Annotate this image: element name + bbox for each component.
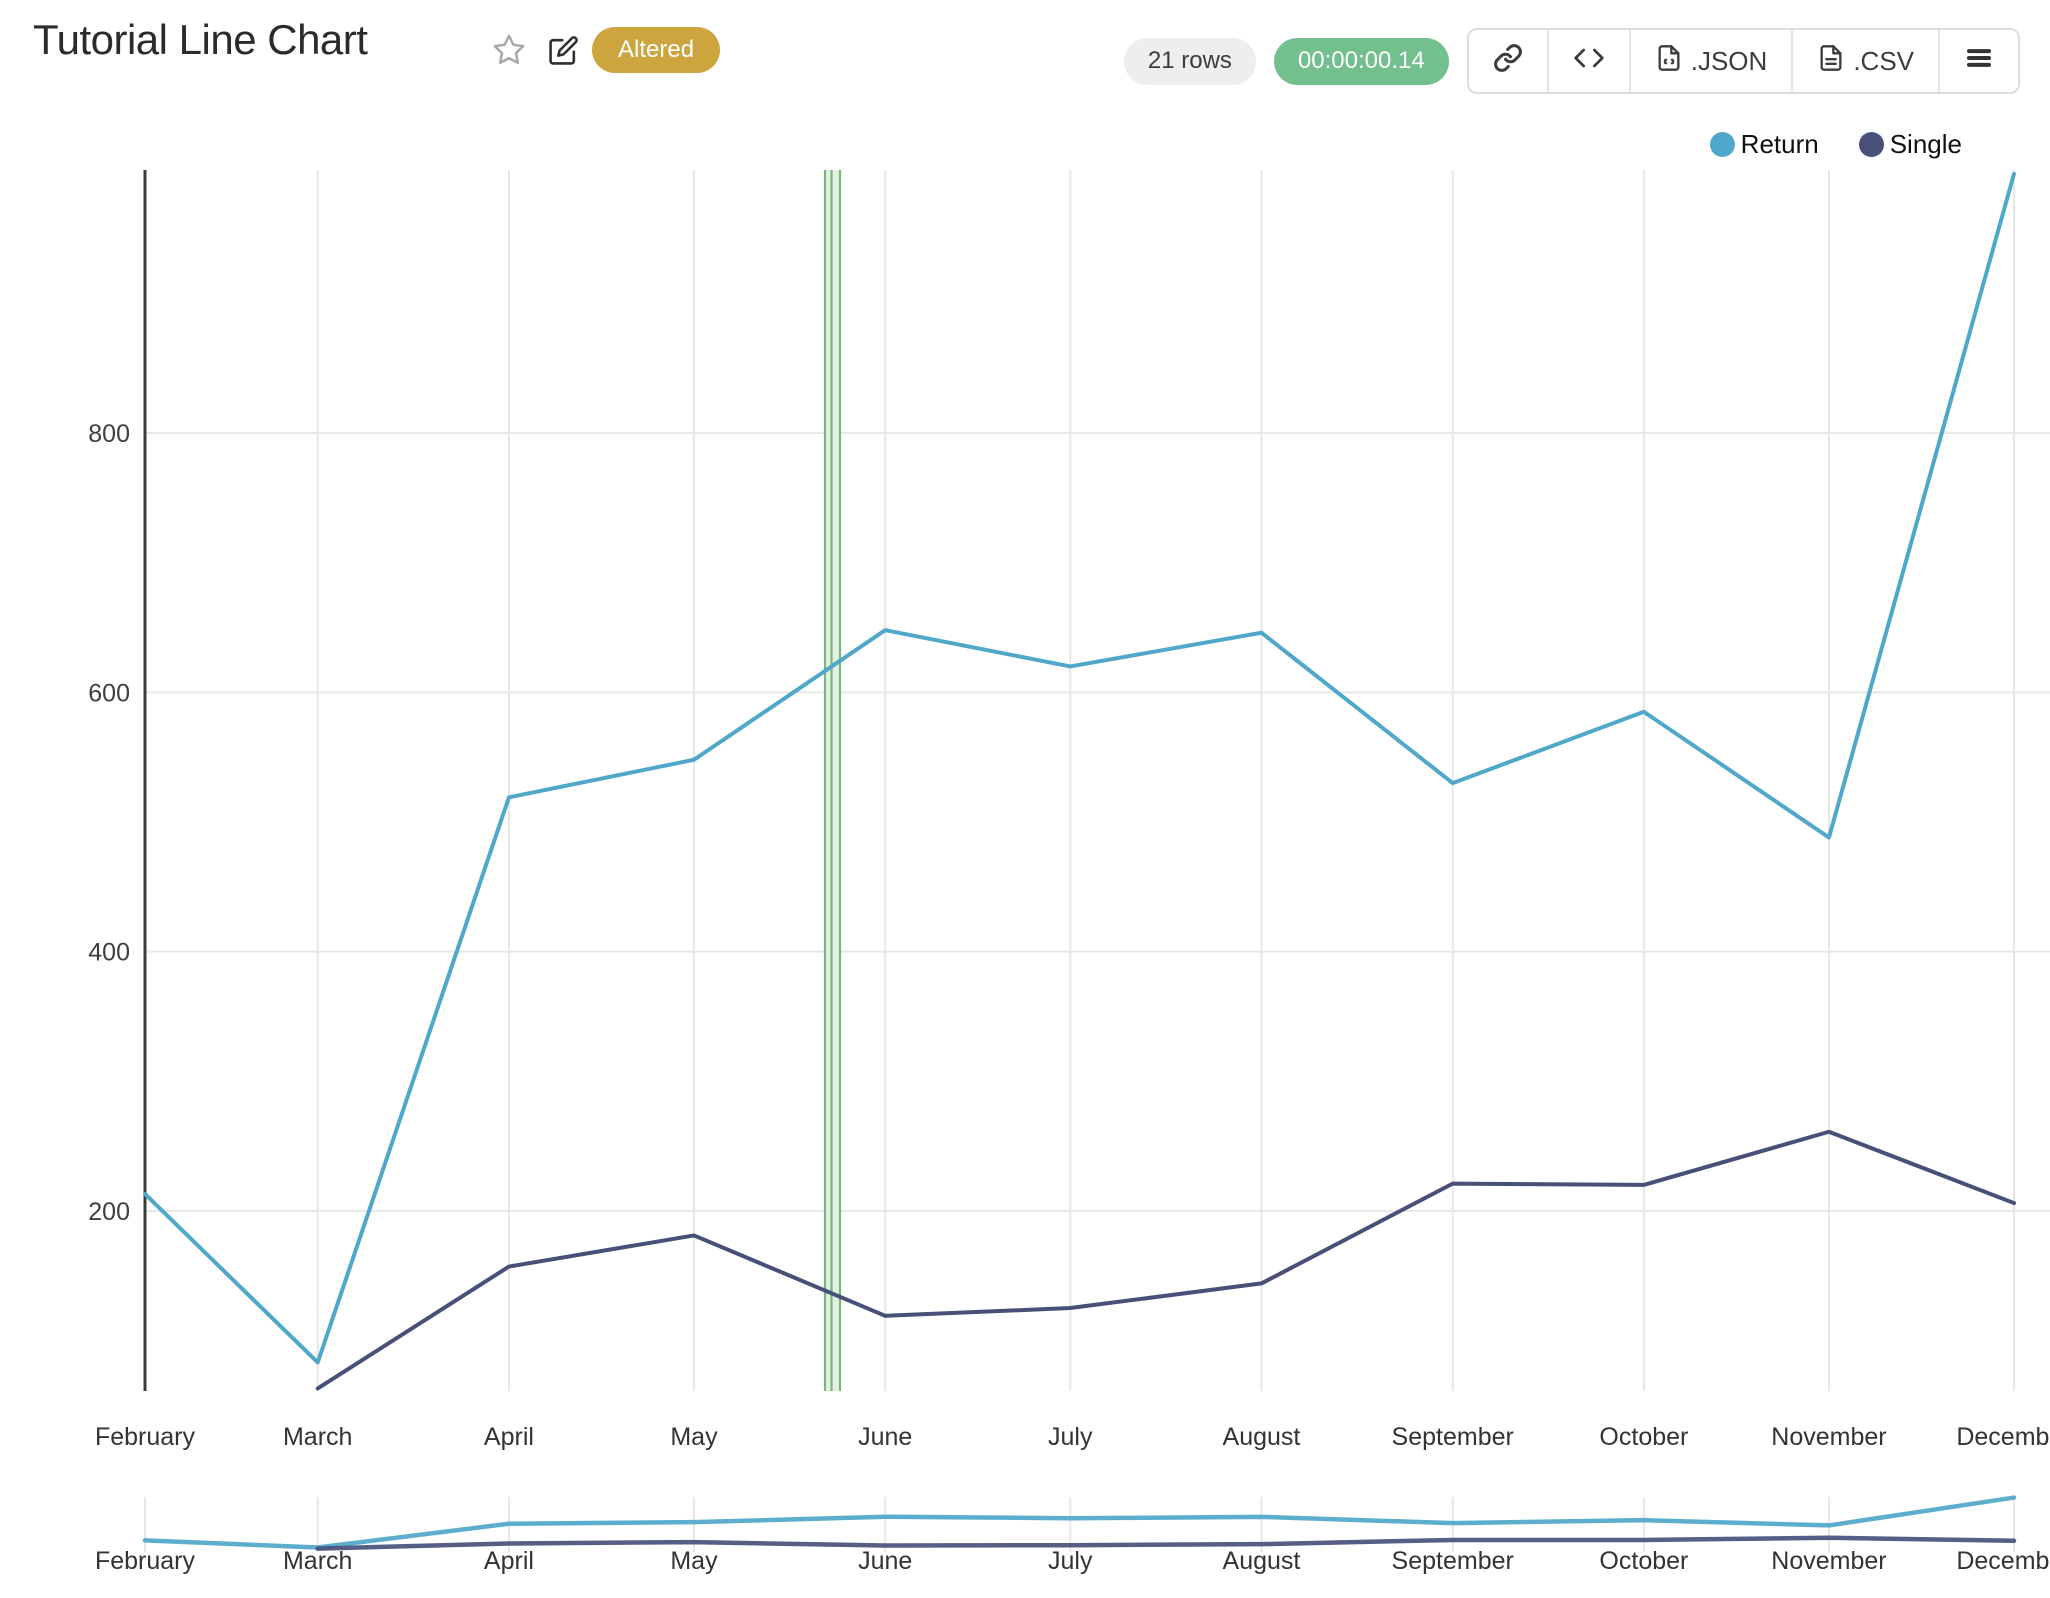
chart-legend: Return Single <box>1709 129 1962 160</box>
svg-text:800: 800 <box>88 420 130 448</box>
star-icon <box>492 33 526 70</box>
svg-text:October: October <box>1599 1423 1688 1451</box>
legend-item-single[interactable]: Single <box>1858 129 1962 160</box>
svg-text:March: March <box>283 1423 352 1451</box>
svg-text:December: December <box>1956 1547 2050 1575</box>
svg-text:400: 400 <box>88 939 130 967</box>
svg-text:November: November <box>1771 1547 1886 1575</box>
hamburger-menu-icon <box>1964 43 1994 80</box>
series-line-return[interactable] <box>143 171 2016 1365</box>
range-slider[interactable] <box>105 1491 2050 1558</box>
gridlines <box>144 170 2050 1552</box>
legend-item-return[interactable]: Return <box>1709 129 1819 160</box>
svg-text:September: September <box>1392 1547 1514 1575</box>
edit-pencil-icon <box>548 35 579 69</box>
svg-text:August: August <box>1223 1423 1301 1451</box>
page-title: Tutorial Line Chart <box>33 16 368 63</box>
svg-text:200: 200 <box>88 1198 130 1226</box>
row-count-badge: 21 rows <box>1123 37 1256 85</box>
svg-text:April: April <box>484 1423 534 1451</box>
svg-text:March: March <box>283 1547 352 1575</box>
header: Tutorial Line Chart Altered <box>0 0 2050 104</box>
svg-text:February: February <box>95 1423 196 1451</box>
svg-text:December: December <box>1956 1423 2050 1451</box>
minimap-line-single <box>315 1535 2017 1551</box>
toolbar: 21 rows 00:00:00.14 <box>1123 28 2020 94</box>
svg-text:April: April <box>484 1547 534 1575</box>
csv-button-label: .CSV <box>1853 45 1914 76</box>
download-json-button[interactable]: .JSON <box>1630 30 1794 92</box>
svg-text:July: July <box>1048 1547 1093 1575</box>
highlight-band[interactable] <box>823 170 842 1391</box>
code-icon <box>1573 42 1605 81</box>
series-line-single[interactable] <box>315 1129 2016 1391</box>
json-file-icon <box>1655 44 1683 79</box>
svg-text:600: 600 <box>88 679 130 707</box>
download-csv-button[interactable]: .CSV <box>1793 30 1940 92</box>
more-options-button[interactable] <box>1940 30 2018 92</box>
svg-text:August: August <box>1223 1547 1301 1575</box>
edit-name-button[interactable] <box>548 35 579 69</box>
svg-text:September: September <box>1392 1423 1514 1451</box>
svg-text:May: May <box>670 1423 718 1451</box>
single-series-dot <box>1858 132 1884 157</box>
svg-text:June: June <box>858 1423 912 1451</box>
json-button-label: .JSON <box>1690 45 1768 76</box>
embed-code-button[interactable] <box>1548 30 1631 92</box>
svg-text:November: November <box>1771 1423 1886 1451</box>
csv-file-icon <box>1817 44 1845 79</box>
svg-text:July: July <box>1048 1423 1093 1451</box>
x-axis-tick-labels: February February March March April April May M… <box>95 1423 2050 1575</box>
single-series-label: Single <box>1889 129 1962 159</box>
return-series-dot <box>1709 132 1735 157</box>
execution-time-badge: 00:00:00.14 <box>1273 37 1449 85</box>
link-icon <box>1493 43 1523 80</box>
return-series-label: Return <box>1740 129 1819 159</box>
y-axis-tick-labels: 200 400 600 800 <box>88 420 130 1226</box>
share-link-button[interactable] <box>1468 30 1549 92</box>
svg-text:February: February <box>95 1547 196 1575</box>
svg-text:June: June <box>858 1547 912 1575</box>
export-button-group: .JSON .CSV <box>1466 28 2020 94</box>
altered-badge: Altered <box>592 27 721 73</box>
minimap-line-return <box>142 1495 2017 1550</box>
title-icons <box>492 33 579 70</box>
favorite-star-button[interactable] <box>492 33 526 70</box>
svg-text:October: October <box>1599 1547 1688 1575</box>
svg-text:May: May <box>670 1547 718 1575</box>
